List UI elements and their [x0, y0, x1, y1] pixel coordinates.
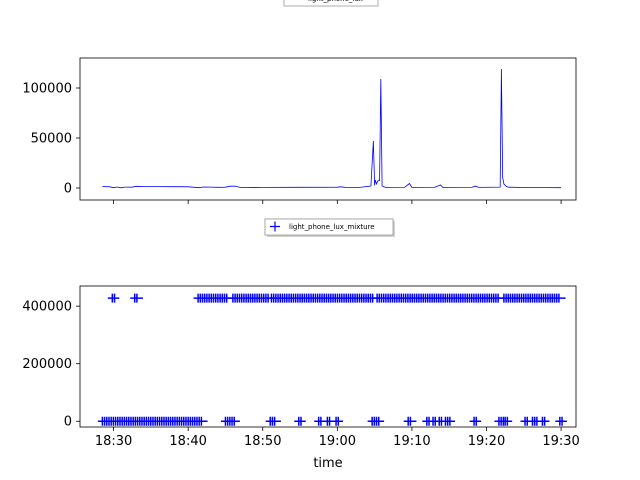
marker-cluster-low [403, 416, 417, 426]
bottom-xtick-label: 19:00 [319, 434, 356, 449]
top-ytick-label: 100000 [22, 82, 72, 97]
bottom-legend-label: light_phone_lux_mixture [289, 223, 375, 231]
marker-cluster-high [372, 293, 505, 303]
marker-cluster-high [193, 293, 233, 303]
marker-cluster-low [220, 416, 240, 426]
bottom-legend-marker-icon [270, 221, 280, 232]
bottom-legend-face [264, 218, 394, 236]
x-axis-label: time [313, 456, 342, 471]
bottom-xtick-label: 18:30 [95, 434, 132, 449]
bottom-xtick-label: 19:10 [393, 434, 430, 449]
top-ytick-label: 0 [64, 182, 72, 197]
bottom-legend: light_phone_lux_mixture [264, 218, 395, 237]
bottom-xtick-label: 18:40 [169, 434, 206, 449]
bottom-series [97, 293, 567, 426]
marker-cluster-low [555, 416, 567, 426]
marker-cluster-low [469, 416, 482, 426]
top-legend-label: light_phone_lux [308, 0, 363, 3]
top-panel: light_phone_lux 0 50000 100000 [22, 0, 577, 204]
bottom-plot-area [80, 286, 576, 427]
top-ytick-label: 50000 [31, 132, 72, 147]
top-plot-area [80, 58, 576, 200]
marker-cluster-high [228, 293, 275, 303]
marker-cluster-low [265, 416, 281, 426]
bottom-axes-frame [79, 285, 577, 428]
marker-cluster-low [331, 416, 344, 426]
bottom-axis-ticks: 0 200000 400000 18:30 18:40 18:50 19:00 19:10 19… [22, 300, 579, 449]
marker-cluster-low [97, 416, 208, 426]
marker-cluster-low [367, 416, 385, 426]
marker-cluster-high [130, 293, 143, 303]
marker-cluster-low [527, 416, 542, 426]
marker-cluster-low [500, 416, 513, 426]
bottom-ytick-label: 200000 [22, 357, 72, 372]
marker-cluster-low [537, 416, 550, 426]
marker-cluster-low [440, 416, 455, 426]
top-legend-box [283, 0, 379, 7]
bottom-xtick-label: 18:50 [244, 434, 281, 449]
marker-cluster-high [266, 293, 380, 303]
marker-cluster-low [294, 416, 306, 426]
top-series [102, 68, 562, 189]
bottom-ytick-label: 400000 [22, 300, 72, 315]
bottom-xtick-label: 19:20 [468, 434, 505, 449]
top-legend: light_phone_lux [283, 0, 379, 7]
bottom-ytick-label: 0 [64, 415, 72, 430]
top-axis-ticks: 0 50000 100000 [22, 82, 562, 204]
marker-cluster-high [107, 293, 120, 303]
bottom-xtick-label: 19:30 [542, 434, 579, 449]
series-line-light_phone_lux [102, 68, 562, 189]
top-axes-frame [79, 57, 577, 201]
bottom-panel: light_phone_lux_mixture 0 200000 400000 18:… [22, 218, 580, 471]
marker-cluster-high [499, 293, 566, 303]
